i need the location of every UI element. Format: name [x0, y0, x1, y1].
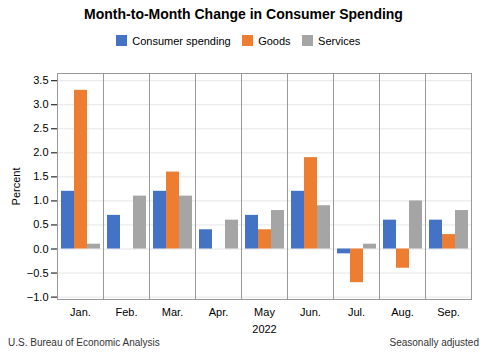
svg-text:0.0: 0.0	[33, 242, 48, 254]
svg-text:−0.5: −0.5	[27, 266, 49, 278]
svg-text:−1.0: −1.0	[27, 290, 49, 302]
svg-text:0.5: 0.5	[33, 218, 48, 230]
html-text:Seasonally adjusted: Seasonally adjusted	[389, 336, 479, 348]
svg-text:2.5: 2.5	[33, 122, 48, 134]
svg-text:1.5: 1.5	[33, 170, 48, 182]
svg-text:Jan.: Jan.	[70, 306, 91, 318]
svg-text:Aug.: Aug.	[391, 306, 414, 318]
svg-text:Apr.: Apr.	[209, 306, 229, 318]
svg-text:Sep.: Sep.	[437, 306, 460, 318]
svg-text:1.0: 1.0	[33, 194, 48, 206]
html-text:Month-to-Month Change in Consu: Month-to-Month Change in Consumer Spendi…	[84, 6, 403, 22]
html-text:Services: Services	[318, 34, 361, 47]
svg-text:Jul.: Jul.	[348, 306, 365, 318]
svg-text:2022: 2022	[252, 322, 276, 334]
svg-text:May: May	[254, 306, 275, 318]
svg-text:2.0: 2.0	[33, 146, 48, 158]
html-text:Consumer spending: Consumer spending	[132, 34, 231, 47]
svg-text:Jun.: Jun.	[300, 306, 321, 318]
svg-text:Feb.: Feb.	[115, 306, 137, 318]
svg-text:3.5: 3.5	[33, 74, 48, 86]
svg-text:Percent: Percent	[10, 167, 22, 205]
html-text:U.S. Bureau of Economic Analys: U.S. Bureau of Economic Analysis	[8, 336, 160, 348]
svg-text:3.0: 3.0	[33, 98, 48, 110]
svg-text:Mar.: Mar.	[162, 306, 183, 318]
html-text:Goods: Goods	[258, 34, 291, 47]
